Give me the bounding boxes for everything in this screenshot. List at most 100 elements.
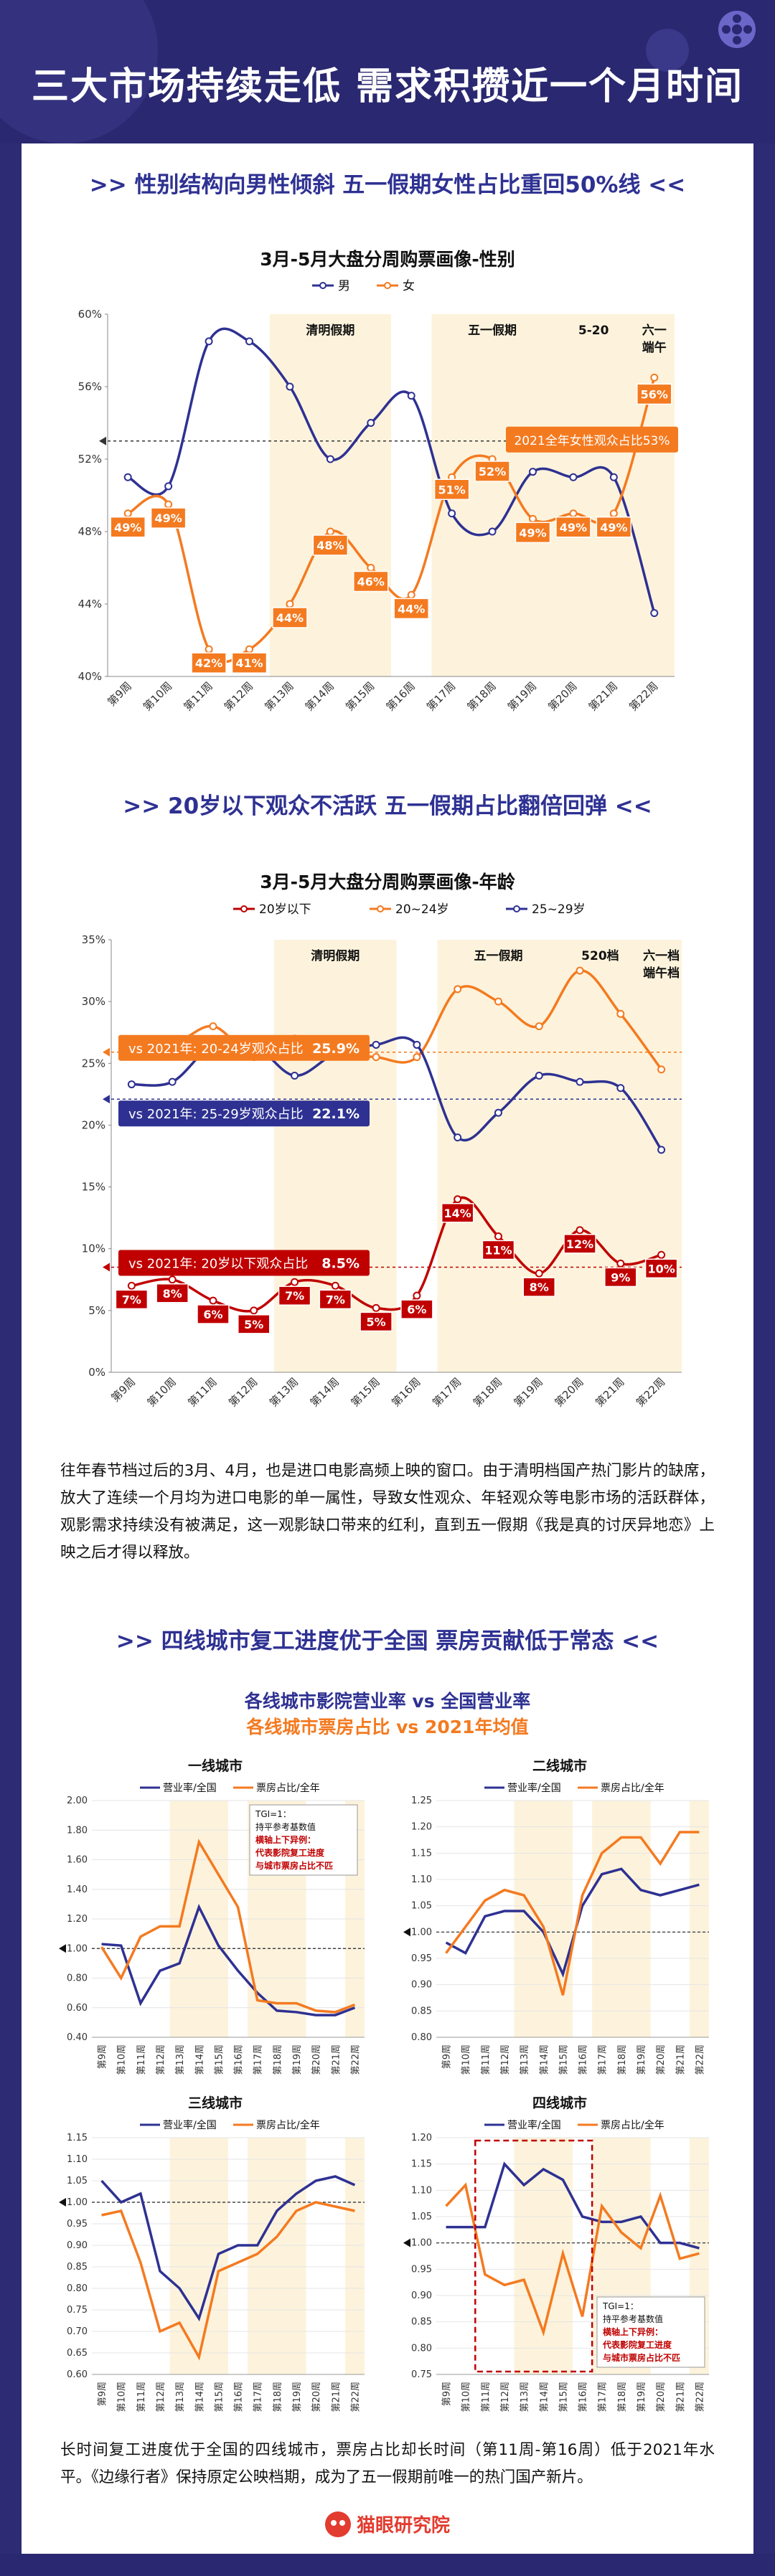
film-reel-icon [718,11,756,48]
header-banner: 三大市场持续走低 需求积攒近一个月时间 [0,0,775,143]
multi-chart-title-2: 各线城市票房占比 vs 2021年均值 [246,1717,529,1737]
y-tick-label: 1.25 [411,1796,432,1806]
x-tick-label: 第16周 [384,679,418,713]
y-tick-label: 1.60 [67,1855,88,1866]
holiday-band [689,1801,709,2037]
y-tick-label: 10% [82,1242,105,1255]
data-label-box [522,1277,555,1297]
data-point [331,1281,339,1290]
y-tick-label: 0% [88,1366,105,1379]
data-point [576,966,584,975]
data-point [209,1296,217,1305]
reference-arrow-icon [103,1047,110,1057]
data-point [413,1291,421,1300]
x-tick-label: 第14周 [303,679,337,713]
data-label-box [191,652,227,674]
data-label: 51% [438,483,465,496]
holiday-label: 五一假期 [468,323,517,338]
data-label-box [110,516,146,538]
y-tick-label: 1.00 [67,1943,88,1954]
data-point [454,1195,462,1204]
x-tick-label: 第15周 [348,1375,382,1409]
data-label: 49% [519,526,546,539]
x-tick-label: 第19周 [292,2382,303,2412]
x-tick-label: 第13周 [520,2382,530,2412]
series-line [445,2182,700,2337]
data-label: 48% [316,539,344,552]
small-chart-title: 四线城市 [532,2095,587,2111]
x-tick-label: 第10周 [117,2044,128,2075]
data-label: 12% [566,1237,593,1251]
y-tick-label: 44% [78,598,102,610]
data-point [569,509,578,518]
data-label-box [482,1240,515,1260]
baseline-arrow-icon [403,1928,410,1937]
data-label: 8% [530,1280,549,1294]
data-label-box [604,1267,637,1288]
x-tick-label: 第12周 [226,1375,260,1409]
x-tick-label: 第21周 [331,2382,342,2412]
data-label-box [272,607,308,628]
cat-eye-logo-icon [324,2511,351,2537]
data-label: 14% [444,1207,471,1220]
page-title: 三大市场持续走低 需求积攒近一个月时间 [31,65,744,108]
holiday-label: 五一假期 [474,948,522,963]
data-label: 5% [244,1318,263,1331]
x-tick-label: 第18周 [273,2382,283,2412]
note-text: 与城市票房占比不匹 [255,1860,333,1871]
y-tick-label: 0.70 [67,2326,88,2337]
reference-callout-pct: 25.9% [312,1041,360,1057]
data-label-box [474,461,510,482]
y-tick-label: 52% [78,453,102,466]
data-label-box [156,1283,189,1303]
x-tick-label: 第17周 [253,2044,264,2075]
y-tick-label: 2.00 [67,1796,88,1806]
x-tick-label: 第15周 [558,2382,569,2412]
data-label: 49% [560,521,587,534]
data-point [535,1269,543,1278]
baseline-arrow-icon [59,1944,66,1953]
section-title-city: >> 四线城市复工进度优于全国 票房贡献低于常态 << [116,1628,659,1654]
note-text: 与城市票房占比不匹 [603,2352,680,2363]
x-tick-label: 第18周 [471,1375,504,1409]
y-tick-label: 1.15 [67,2133,88,2143]
legend-label: 25~29岁 [532,902,586,917]
data-label-box [150,507,187,529]
reference-callout-pct: 22.1% [312,1106,360,1122]
brand-name: 猫眼研究院 [356,2515,450,2537]
x-tick-label: 第13周 [175,2382,186,2412]
data-point [494,997,502,1006]
x-tick-label: 第12周 [500,2044,511,2075]
legend-label: 票房占比/全年 [256,2119,320,2131]
small-chart-title: 三线城市 [188,2095,243,2111]
data-label-box [441,1203,474,1223]
x-tick-label: 第15周 [343,679,377,713]
data-point [286,382,294,391]
x-tick-label: 第14周 [539,2382,550,2412]
x-tick-label: 第13周 [267,1375,301,1409]
y-tick-label: 1.10 [67,2154,88,2165]
data-point [494,1232,502,1240]
data-point [650,609,659,618]
note-text: 持平参考基数值 [255,1821,316,1832]
x-tick-label: 第12周 [156,2382,166,2412]
series-line [100,1839,356,2014]
data-point [372,1303,380,1312]
x-tick-label: 第17周 [598,2044,609,2075]
series-line [445,1831,700,1996]
highlight-box [474,2139,593,2373]
data-point [326,455,334,463]
data-label-box [433,478,470,500]
holiday-label: 5-20 [578,324,609,338]
x-tick-label: 第19周 [505,679,539,713]
data-label: 49% [114,521,141,534]
small-chart-title: 一线城市 [188,1758,243,1774]
x-tick-label: 第11周 [136,2382,147,2412]
data-label: 7% [326,1293,345,1306]
y-tick-label: 0.80 [411,2032,432,2043]
y-tick-label: 0.85 [67,2262,88,2273]
x-tick-label: 第17周 [424,679,458,713]
note-box [249,1804,358,1876]
y-tick-label: 1.20 [411,2133,432,2143]
